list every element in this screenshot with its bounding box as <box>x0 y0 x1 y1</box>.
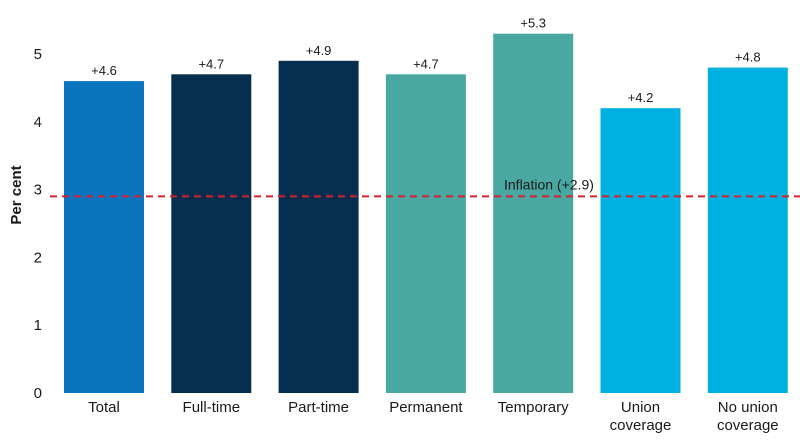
x-tick-label: Union <box>621 399 660 416</box>
data-label: +4.2 <box>628 90 654 105</box>
y-axis-ticks: 0 1 2 3 4 5 <box>34 46 42 402</box>
y-tick-label: 5 <box>34 46 42 63</box>
y-tick-label: 4 <box>34 114 42 131</box>
x-tick-label: coverage <box>610 417 672 434</box>
x-tick-label: Total <box>88 399 120 416</box>
bar <box>493 33 574 393</box>
bars <box>64 33 788 394</box>
data-label: +5.3 <box>520 16 546 31</box>
data-label: +4.9 <box>306 43 332 58</box>
data-label: +4.8 <box>735 50 761 65</box>
bar <box>171 74 252 394</box>
data-label: +4.6 <box>91 63 117 78</box>
bar <box>707 67 788 393</box>
x-tick-label: No union <box>718 399 778 416</box>
inflation-reference: Inflation (+2.9) <box>50 176 800 198</box>
inflation-label: Inflation (+2.9) <box>504 176 594 192</box>
data-label: +4.7 <box>198 56 224 71</box>
x-tick-label: Permanent <box>389 399 463 416</box>
y-axis-title: Per cent <box>8 165 25 224</box>
x-tick-label: Temporary <box>498 399 569 416</box>
x-tick-label: Part-time <box>288 399 349 416</box>
bar <box>385 74 466 394</box>
y-tick-label: 2 <box>34 249 42 266</box>
bar <box>64 81 144 393</box>
x-tick-label: Full-time <box>183 399 241 416</box>
y-tick-label: 3 <box>34 182 42 199</box>
x-axis-labels: Total Full-time Part-time Permanent Temporar… <box>88 399 779 434</box>
y-tick-label: 1 <box>34 317 42 334</box>
x-tick-label: coverage <box>717 417 779 434</box>
bar <box>278 60 359 394</box>
data-labels: +4.6 +4.7 +4.9 +4.7 +5.3 +4.2 +4.8 <box>91 16 761 105</box>
data-label: +4.7 <box>413 56 439 71</box>
bar <box>600 108 681 393</box>
y-tick-label: 0 <box>34 385 42 402</box>
